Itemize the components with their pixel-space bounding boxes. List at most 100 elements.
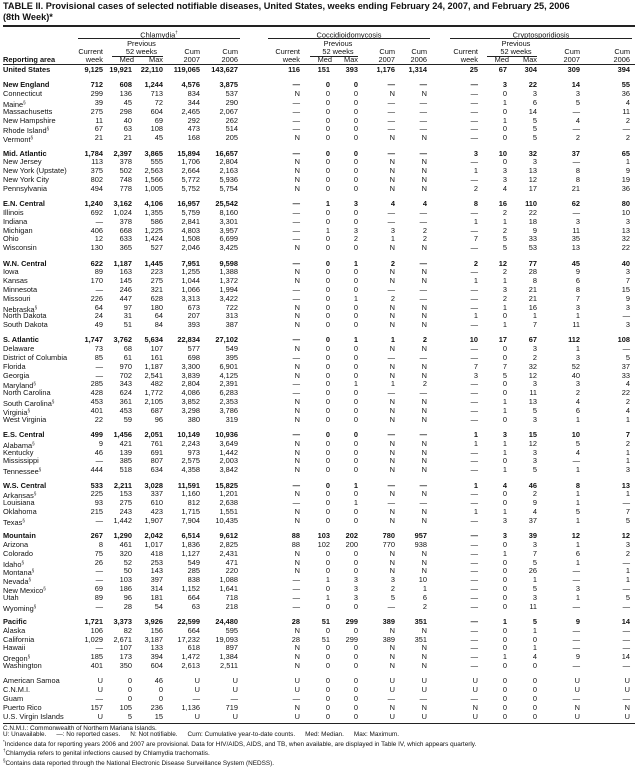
coccidioidomycosis-cum-2006: N <box>421 361 427 371</box>
chlamydia-cum-2007: 838 <box>187 575 200 585</box>
cryptosporidiosis-cum-2006: 2 <box>625 397 630 407</box>
cryptosporidiosis-cum-2006: U <box>624 685 630 695</box>
coccidioidomycosis-current-week: — <box>292 234 300 244</box>
coccidioidomycosis-previous-max: 1 <box>353 480 358 490</box>
reporting-area-name: New Hampshire <box>3 116 56 126</box>
coccidioidomycosis-cum-2007: N <box>389 370 395 380</box>
coccidioidomycosis-current-week: — <box>292 583 300 593</box>
cryptosporidiosis-cum-2007: 37 <box>571 148 580 158</box>
table-row: E.S. Central 499 1,456 2,051 10,149 10,936 — 0 0… <box>0 430 640 440</box>
reporting-area-name: Wisconsin <box>3 243 37 253</box>
cryptosporidiosis-cum-2006: — <box>622 601 630 611</box>
chlamydia-current-week: 8 <box>98 540 103 549</box>
cryptosporidiosis-cum-2007: — <box>572 625 580 635</box>
cryptosporidiosis-cum-2006: 2 <box>625 115 630 125</box>
coccidioidomycosis-previous-med: 0 <box>325 370 330 380</box>
cryptosporidiosis-current-week: — <box>470 489 478 499</box>
chlamydia-cum-2006: 6,283 <box>219 388 239 398</box>
coccidioidomycosis-previous-max: 0 <box>353 601 358 611</box>
area-label: Alaska <box>3 625 26 635</box>
chlamydia-cum-2006: 2,353 <box>219 397 239 407</box>
top-rule <box>3 25 635 27</box>
cryptosporidiosis-current-week: — <box>470 465 478 475</box>
chlamydia-current-week: 299 <box>90 89 103 99</box>
chlamydia-cum-2006: 3,875 <box>219 80 239 90</box>
chlamydia-cum-2007: — <box>192 693 200 703</box>
row-group: Mountain 267 1,290 2,042 6,514 9,612 88 103 202 7… <box>0 531 640 613</box>
cryptosporidiosis-cum-2006: 13 <box>621 225 630 235</box>
disease-underline <box>450 38 632 39</box>
reporting-area-name: New Mexico§ <box>3 585 46 596</box>
coccidioidomycosis-cum-2006: N <box>421 267 427 277</box>
footnote-mark: § <box>28 577 31 583</box>
chlamydia-cum-2006: 290 <box>225 97 238 107</box>
cryptosporidiosis-cum-2007: — <box>572 601 580 611</box>
cryptosporidiosis-cum-2006: 22 <box>621 243 630 253</box>
chlamydia-previous-max: 1,244 <box>144 80 164 90</box>
coccidioidomycosis-current-week: N <box>294 89 300 99</box>
row-group: American Samoa U 0 46 U U U 0 0 U U U 0 0 U U C.N.M.I. U 0… <box>0 676 640 721</box>
chlamydia-current-week: 9 <box>98 438 103 448</box>
cryptosporidiosis-previous-med: 3 <box>502 430 507 440</box>
cryptosporidiosis-previous-max: 12 <box>528 174 537 184</box>
coccidioidomycosis-cum-2007: U <box>389 711 395 721</box>
coccidioidomycosis-previous-med: 0 <box>325 702 330 712</box>
cryptosporidiosis-previous-max: 5 <box>532 124 537 134</box>
footnote-mark: § <box>27 654 31 660</box>
cryptosporidiosis-cum-2007: 3 <box>575 89 580 99</box>
cryptosporidiosis-current-week: 3 <box>473 148 478 158</box>
cryptosporidiosis-previous-max: 1 <box>532 575 537 585</box>
chlamydia-previous-max: 223 <box>150 267 163 277</box>
chlamydia-previous-max: 3,187 <box>144 634 164 644</box>
header-52-weeks: 52 weeks <box>500 47 532 56</box>
coccidioidomycosis-current-week: N <box>294 133 300 143</box>
cryptosporidiosis-previous-max: 110 <box>525 199 537 209</box>
cryptosporidiosis-previous-med: 0 <box>502 711 507 721</box>
row-group: United States 9,125 19,921 22,110 119,065 143… <box>0 65 640 75</box>
chlamydia-current-week: 89 <box>94 592 103 602</box>
cryptosporidiosis-previous-med: 0 <box>502 685 507 695</box>
chlamydia-cum-2007: 7,904 <box>181 515 201 525</box>
chlamydia-cum-2006: U <box>232 685 238 695</box>
chlamydia-cum-2007: 1,160 <box>181 489 201 499</box>
chlamydia-previous-max: 418 <box>150 548 163 558</box>
cryptosporidiosis-cum-2006: 1 <box>625 157 630 167</box>
area-label: Utah <box>3 592 19 602</box>
chlamydia-previous-max: 181 <box>150 592 163 602</box>
table-row: District of Columbia 85 61 161 698 395 — 0 0 — — — 0… <box>0 353 640 363</box>
cryptosporidiosis-current-week: — <box>470 225 478 235</box>
cryptosporidiosis-previous-med: 1 <box>502 97 507 107</box>
reporting-area-name: Montana§ <box>3 567 34 578</box>
reporting-area-name: Idaho§ <box>3 559 24 570</box>
row-group: Pacific 1,721 3,373 3,926 22,599 24,480 28 51 29… <box>0 616 640 671</box>
coccidioidomycosis-current-week: — <box>292 335 300 345</box>
coccidioidomycosis-cum-2007: N <box>389 267 395 277</box>
chlamydia-previous-med: 63 <box>123 124 132 134</box>
cryptosporidiosis-current-week: 1 <box>473 276 478 286</box>
coccidioidomycosis-cum-2007: N <box>389 361 395 371</box>
chlamydia-cum-2007: 549 <box>187 557 200 567</box>
cryptosporidiosis-cum-2006: — <box>622 311 630 321</box>
cryptosporidiosis-cum-2006: — <box>622 498 630 508</box>
area-label: New York (Upstate) <box>3 166 67 176</box>
cryptosporidiosis-current-week: — <box>470 515 478 525</box>
chlamydia-cum-2006: 313 <box>225 311 238 321</box>
coccidioidomycosis-cum-2007: 1 <box>390 379 395 389</box>
cryptosporidiosis-cum-2006: 15 <box>621 284 630 294</box>
table-row: Wyoming§ — 28 54 63 218 — 0 0 — 2 — 0 11 — — <box>0 601 640 613</box>
chlamydia-previous-med: 275 <box>119 498 132 508</box>
chlamydia-cum-2006: 9,612 <box>219 531 239 541</box>
cryptosporidiosis-cum-2007: 1 <box>575 344 580 354</box>
chlamydia-cum-2006: 205 <box>225 133 238 143</box>
cryptosporidiosis-current-week: — <box>470 115 478 125</box>
area-label: Iowa <box>3 267 19 277</box>
chlamydia-previous-max: 0 <box>158 693 163 703</box>
chlamydia-current-week: 401 <box>90 405 103 415</box>
coccidioidomycosis-previous-max: 0 <box>353 115 358 125</box>
coccidioidomycosis-cum-2006: N <box>421 557 427 567</box>
area-label: Maine <box>3 99 24 109</box>
coccidioidomycosis-cum-2007: 389 <box>382 616 395 626</box>
coccidioidomycosis-cum-2006: N <box>421 157 427 167</box>
area-label: Puerto Rico <box>3 702 42 712</box>
cryptosporidiosis-cum-2007: 5 <box>575 507 580 517</box>
